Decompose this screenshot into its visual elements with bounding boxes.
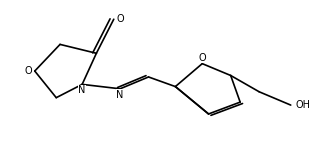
Text: N: N [116,90,124,100]
Text: O: O [25,66,32,76]
Text: O: O [116,14,124,24]
Text: N: N [78,85,86,95]
Text: O: O [198,53,206,63]
Text: OH: OH [296,100,311,110]
